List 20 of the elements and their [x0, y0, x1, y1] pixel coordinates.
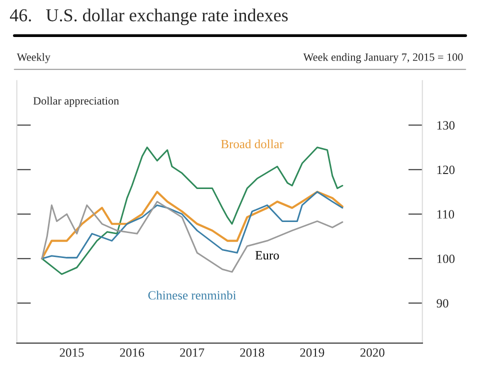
y-tick-label: 100	[437, 254, 455, 264]
y-tick-label: 130	[437, 121, 455, 130]
line-series	[41, 200, 344, 273]
series-label: Euro	[255, 251, 279, 260]
x-tick-label: 2019	[300, 348, 324, 357]
y-tick-label: 110	[437, 210, 454, 219]
y-tick-label: 90	[436, 299, 448, 308]
text: Week ending January 7, 2015 = 100	[303, 53, 463, 64]
x-tick-label: 2016	[120, 348, 144, 357]
annotation: Dollar appreciation	[33, 96, 119, 107]
x-tick-label: 2020	[360, 348, 384, 357]
x-tick-label: 2018	[240, 348, 264, 357]
chart-subtitle: Weekly	[16, 53, 50, 64]
x-tick-label: 2015	[60, 348, 84, 357]
chart-title: 46. U.S. dollar exchange rate indexes	[10, 8, 288, 26]
x-tick-label: 2017	[180, 348, 204, 357]
text: Broad dollar	[221, 139, 284, 148]
line-series	[41, 146, 344, 275]
y-tick-label: 120	[437, 166, 455, 174]
text: Chinese renminbi	[148, 290, 236, 300]
